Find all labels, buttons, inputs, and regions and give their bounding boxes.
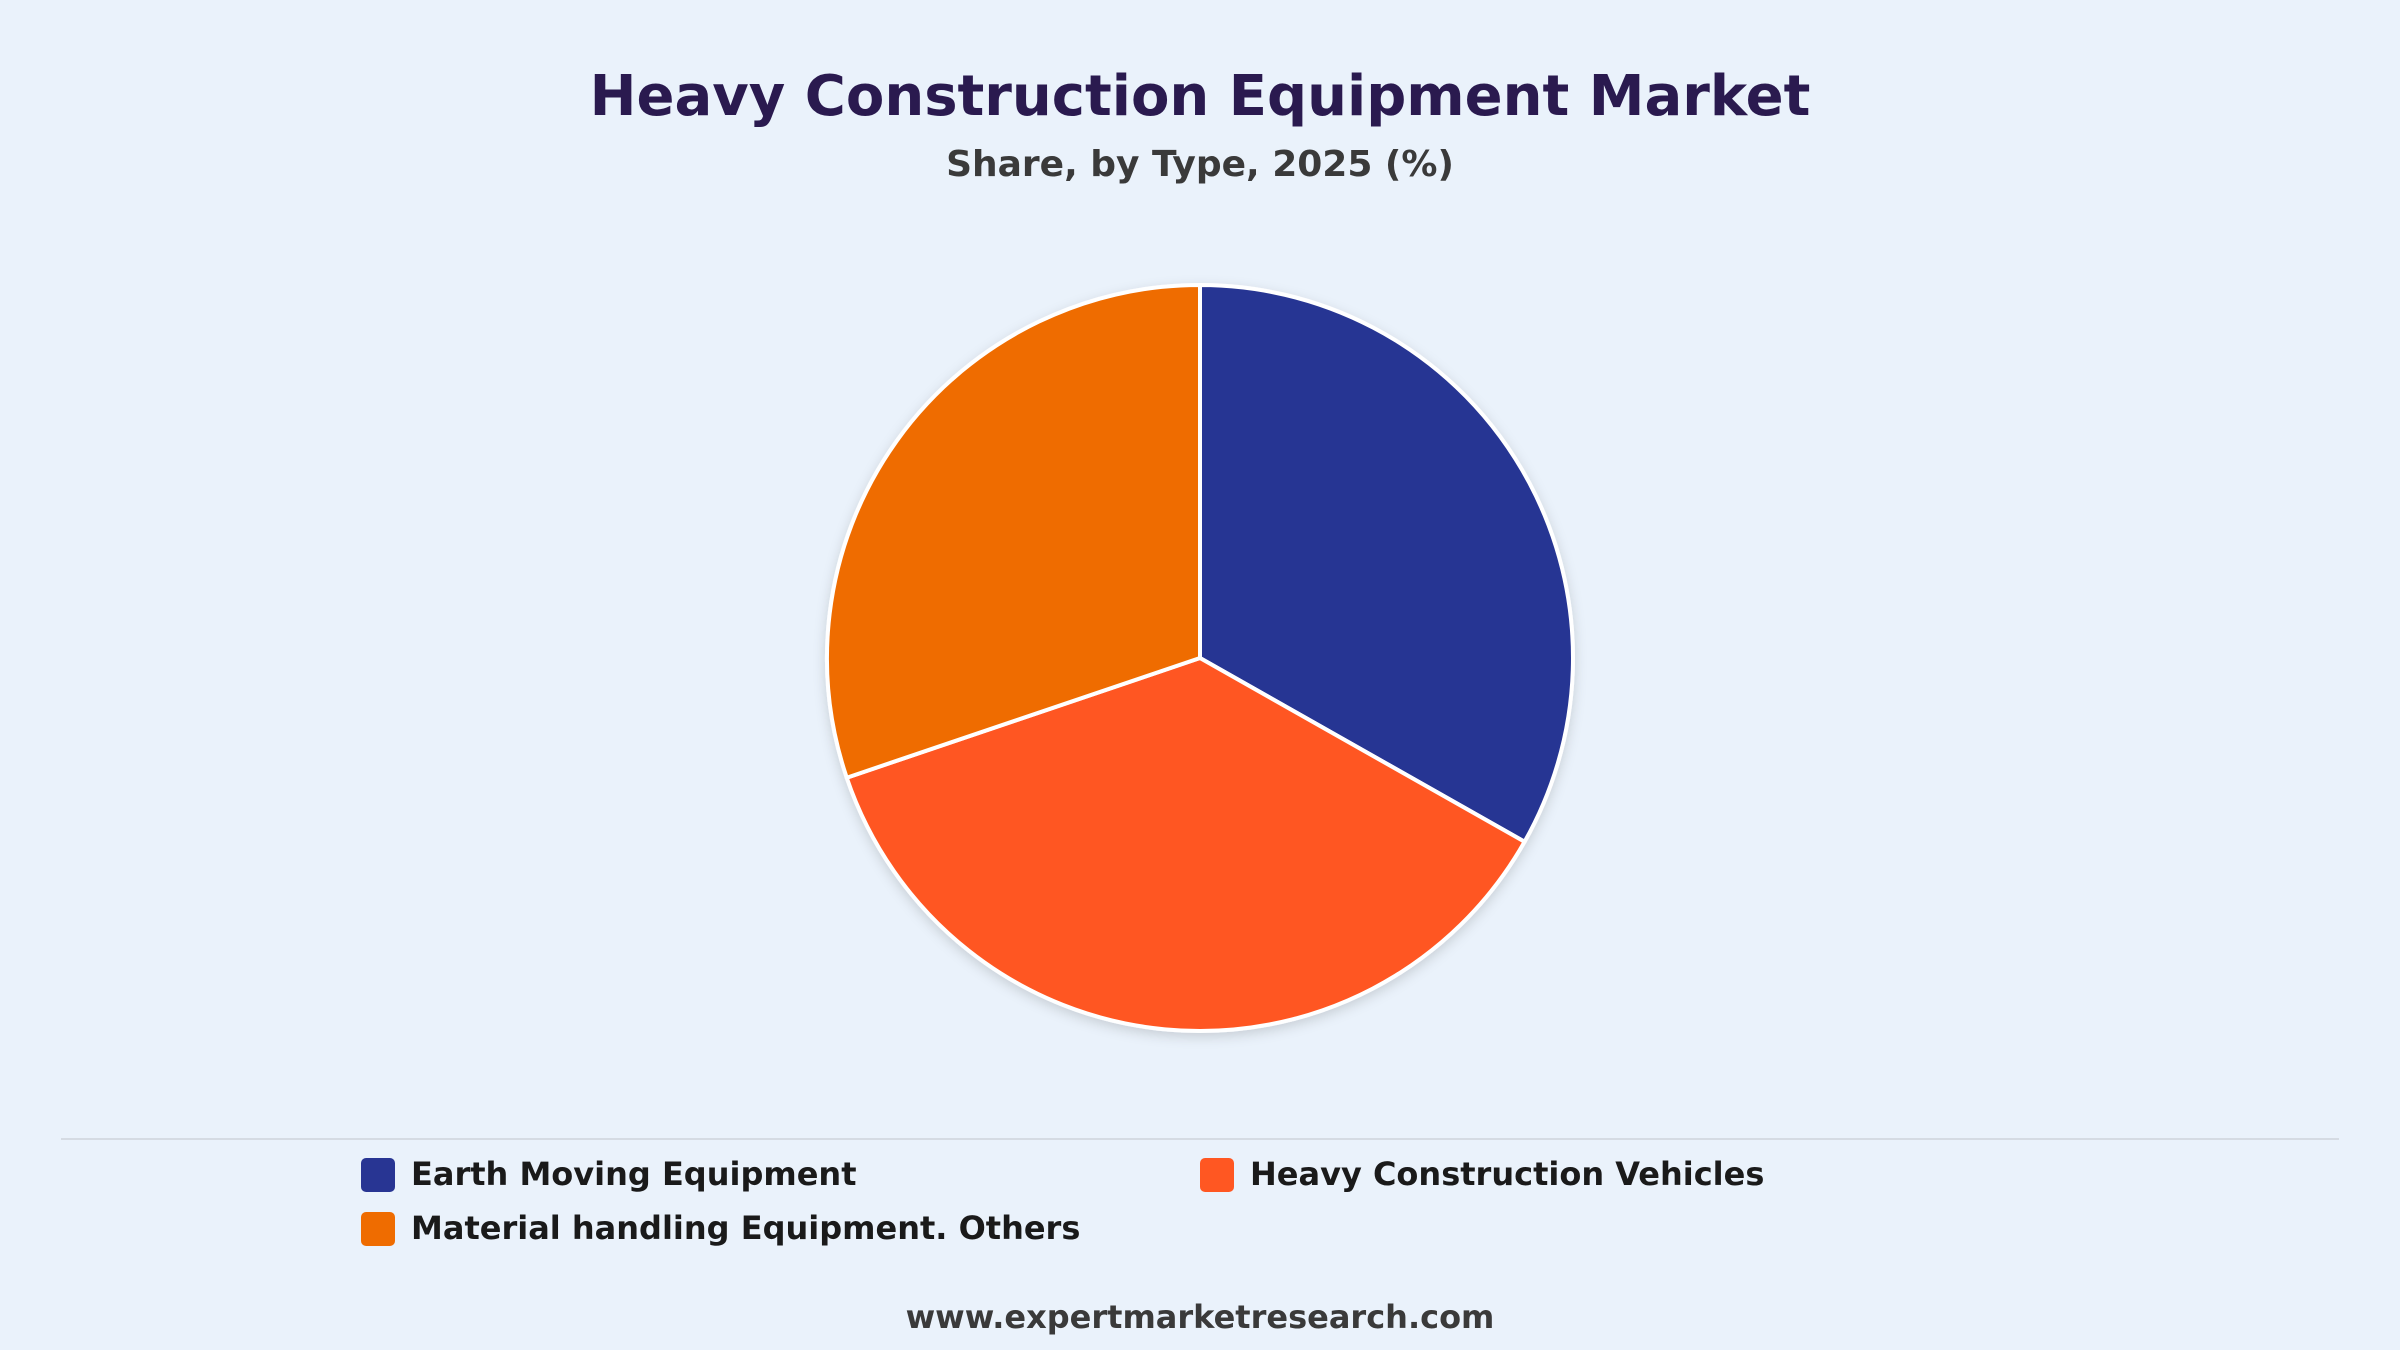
legend-swatch [361, 1158, 395, 1192]
pie-slice [1198, 283, 1575, 844]
legend-swatch [361, 1212, 395, 1246]
legend: Earth Moving Equipment Heavy Construction… [361, 1155, 1764, 1247]
legend-label: Heavy Construction Vehicles [1250, 1155, 1764, 1193]
chart-title: Heavy Construction Equipment Market [590, 64, 1811, 129]
legend-label: Material handling Equipment. Others [411, 1209, 1080, 1247]
pie [825, 283, 1575, 1033]
legend-swatch [1200, 1158, 1234, 1192]
pie-slice [844, 656, 1527, 1033]
pie-slice [825, 283, 1202, 780]
chart-subtitle: Share, by Type, 2025 (%) [946, 144, 1454, 185]
legend-label: Earth Moving Equipment [411, 1155, 856, 1193]
footer: www.expertmarketresearch.com [906, 1298, 1495, 1336]
